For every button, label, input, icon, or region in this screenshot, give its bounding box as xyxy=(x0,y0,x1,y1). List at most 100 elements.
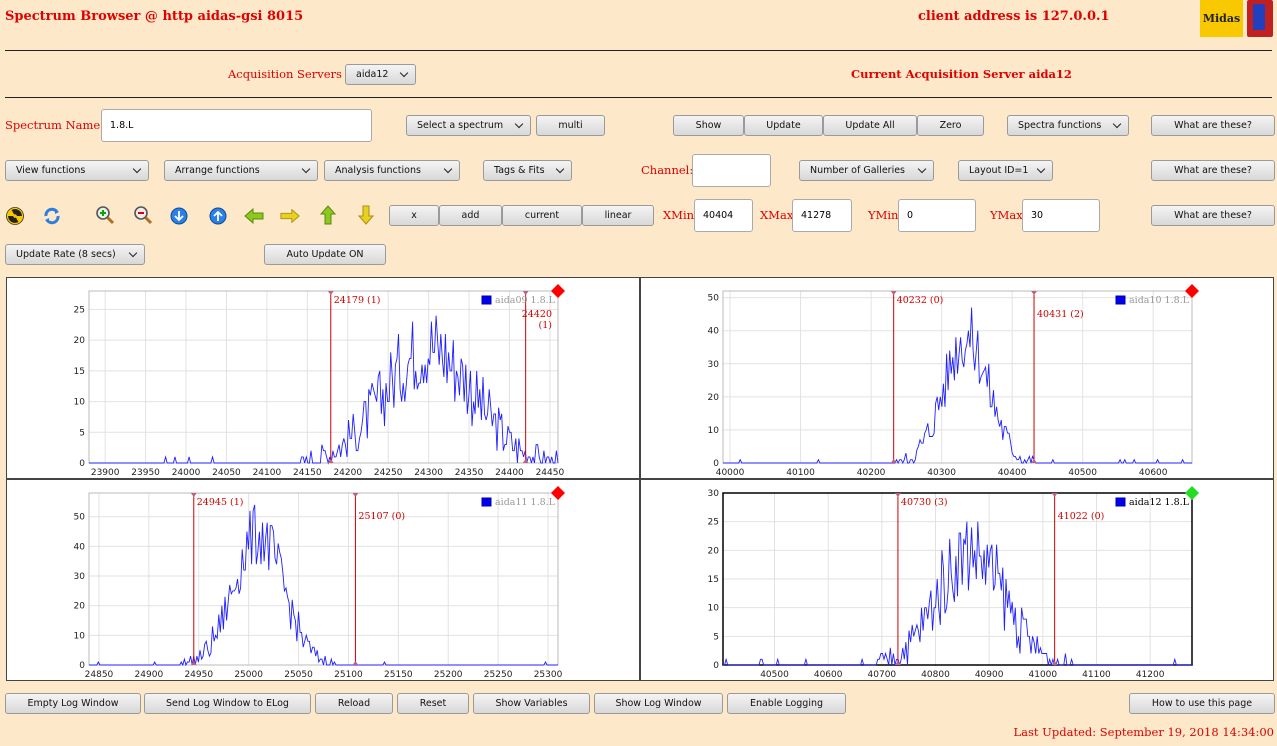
plot-frame xyxy=(88,290,559,464)
x-button[interactable]: x xyxy=(389,205,439,226)
layout-id-dropdown[interactable]: Layout ID=1 xyxy=(958,160,1053,181)
y-tick-label: 40 xyxy=(708,327,720,337)
marker-label: 25107 (0) xyxy=(358,511,405,522)
xmin-label: XMin xyxy=(663,208,695,222)
x-tick-label: 24350 xyxy=(455,468,484,478)
arrow-left-icon[interactable] xyxy=(244,206,264,226)
x-tick-label: 24850 xyxy=(85,670,114,680)
analysis-functions-dropdown[interactable]: Analysis functions xyxy=(324,160,460,181)
current-button[interactable]: current xyxy=(502,205,582,226)
show-button[interactable]: Show xyxy=(673,115,744,136)
auto-update-button[interactable]: Auto Update ON xyxy=(264,244,386,265)
marker-label: 40431 (2) xyxy=(1037,309,1084,320)
spectrum-panel-aida10[interactable]: 40000 40100 40200 40300 40400 40500 40600 0 10 20… xyxy=(640,277,1274,479)
x-tick-label: 25050 xyxy=(284,670,313,680)
legend-label: aida10 1.8.L xyxy=(1129,295,1190,306)
spectrum-chart-aida11[interactable]: 24850 24900 24950 25000 25050 25100 25150 25200… xyxy=(7,480,641,682)
zoom-out-icon[interactable] xyxy=(133,205,153,225)
number-of-galleries-dropdown[interactable]: Number of Galleries xyxy=(799,160,934,181)
arrow-down-circle-icon[interactable] xyxy=(169,206,189,226)
channel-input[interactable] xyxy=(692,154,771,187)
x-tick-label: 25000 xyxy=(234,670,263,680)
status-diamond xyxy=(1185,486,1199,500)
update-rate-dropdown[interactable]: Update Rate (8 secs) xyxy=(5,244,145,265)
plot-frame xyxy=(722,290,1193,464)
ymin-input[interactable]: 0 xyxy=(898,199,976,232)
x-tick-label: 40800 xyxy=(921,670,950,680)
zoom-in-icon[interactable] xyxy=(95,205,115,225)
reset-button[interactable]: Reset xyxy=(397,693,469,714)
y-tick-label: 5 xyxy=(79,428,85,438)
marker-handle xyxy=(1051,493,1058,497)
linear-button[interactable]: linear xyxy=(582,205,654,226)
marker-label: 24945 (1) xyxy=(197,497,244,508)
spectra-functions-dropdown[interactable]: Spectra functions xyxy=(1007,115,1129,136)
spectrum-name-label: Spectrum Name: xyxy=(5,118,105,132)
empty-log-window-button[interactable]: Empty Log Window xyxy=(5,693,141,714)
acq-server-select[interactable]: aida12 xyxy=(345,64,416,85)
tokyo-logo xyxy=(1247,0,1273,37)
ymax-input[interactable]: 30 xyxy=(1022,199,1100,232)
y-tick-label: 20 xyxy=(74,602,86,612)
select-spectrum-dropdown[interactable]: Select a spectrum xyxy=(406,115,531,136)
what-are-these-button-2[interactable]: What are these? xyxy=(1151,160,1275,181)
radiation-icon[interactable] xyxy=(5,206,25,226)
y-tick-label: 10 xyxy=(708,604,720,614)
x-tick-label: 24050 xyxy=(212,468,241,478)
tags-fits-dropdown[interactable]: Tags & Fits xyxy=(483,160,572,181)
enable-logging-button[interactable]: Enable Logging xyxy=(727,693,846,714)
xmax-label: XMax xyxy=(760,208,794,222)
marker-handle xyxy=(894,661,901,665)
spectrum-series xyxy=(89,315,559,465)
update-button[interactable]: Update xyxy=(744,115,823,136)
x-tick-label: 40500 xyxy=(760,670,789,680)
spectrum-name-input[interactable]: 1.8.L xyxy=(101,109,372,142)
x-tick-label: 40400 xyxy=(998,468,1027,478)
marker-label: 24420 xyxy=(522,309,552,320)
arrow-up-icon[interactable] xyxy=(318,205,338,225)
plot-frame xyxy=(88,492,559,666)
spectrum-panel-aida12[interactable]: 40500 40600 40700 40800 40900 41000 41100 41200… xyxy=(640,479,1274,681)
xmax-input[interactable]: 41278 xyxy=(792,199,852,232)
zero-button[interactable]: Zero xyxy=(917,115,984,136)
spectrum-chart-aida10[interactable]: 40000 40100 40200 40300 40400 40500 40600 0 10 20… xyxy=(641,278,1275,480)
update-all-button[interactable]: Update All xyxy=(823,115,917,136)
multi-button[interactable]: multi xyxy=(536,115,605,136)
marker-label: (1) xyxy=(539,320,552,331)
arrow-right-icon[interactable] xyxy=(280,206,300,226)
y-tick-label: 20 xyxy=(74,336,86,346)
how-to-use-button[interactable]: How to use this page xyxy=(1129,693,1275,714)
x-tick-label: 25150 xyxy=(384,670,413,680)
view-functions-dropdown[interactable]: View functions xyxy=(5,160,149,181)
page-title: Spectrum Browser @ http aidas-gsi 8015 xyxy=(5,9,304,24)
spectrum-panel-aida11[interactable]: 24850 24900 24950 25000 25050 25100 25150 25200… xyxy=(6,479,640,681)
status-diamond xyxy=(551,486,565,500)
xmin-input[interactable]: 40404 xyxy=(694,199,753,232)
y-tick-label: 0 xyxy=(79,459,85,469)
y-tick-label: 15 xyxy=(708,575,719,585)
send-log-to-elog-button[interactable]: Send Log Window to ELog xyxy=(144,693,311,714)
x-tick-label: 40000 xyxy=(716,468,745,478)
legend-label: aida11 1.8.L xyxy=(495,497,556,508)
reload-button[interactable]: Reload xyxy=(315,693,393,714)
spectrum-panel-aida09[interactable]: 23900 23950 24000 24050 24100 24150 24200 24250… xyxy=(6,277,640,479)
arrow-up-circle-icon[interactable] xyxy=(208,206,228,226)
what-are-these-button-1[interactable]: What are these? xyxy=(1151,115,1275,136)
what-are-these-button-3[interactable]: What are these? xyxy=(1151,205,1275,226)
show-variables-button[interactable]: Show Variables xyxy=(473,693,590,714)
y-tick-label: 30 xyxy=(708,489,720,499)
x-tick-label: 25100 xyxy=(334,670,363,680)
spectrum-chart-aida09[interactable]: 23900 23950 24000 24050 24100 24150 24200 24250… xyxy=(7,278,641,480)
marker-handle xyxy=(352,493,359,497)
arrow-down-icon[interactable] xyxy=(356,205,376,225)
x-tick-label: 24450 xyxy=(536,468,565,478)
x-tick-label: 24900 xyxy=(135,670,164,680)
show-log-window-button[interactable]: Show Log Window xyxy=(594,693,723,714)
marker-handle xyxy=(890,459,897,463)
arrange-functions-dropdown[interactable]: Arrange functions xyxy=(164,160,318,181)
spectrum-chart-aida12[interactable]: 40500 40600 40700 40800 40900 41000 41100 41200… xyxy=(641,480,1275,682)
refresh-icon[interactable] xyxy=(42,206,62,226)
current-acq-server: Current Acquisition Server aida12 xyxy=(851,67,1072,81)
add-button[interactable]: add xyxy=(439,205,502,226)
spectrum-series xyxy=(89,504,558,667)
